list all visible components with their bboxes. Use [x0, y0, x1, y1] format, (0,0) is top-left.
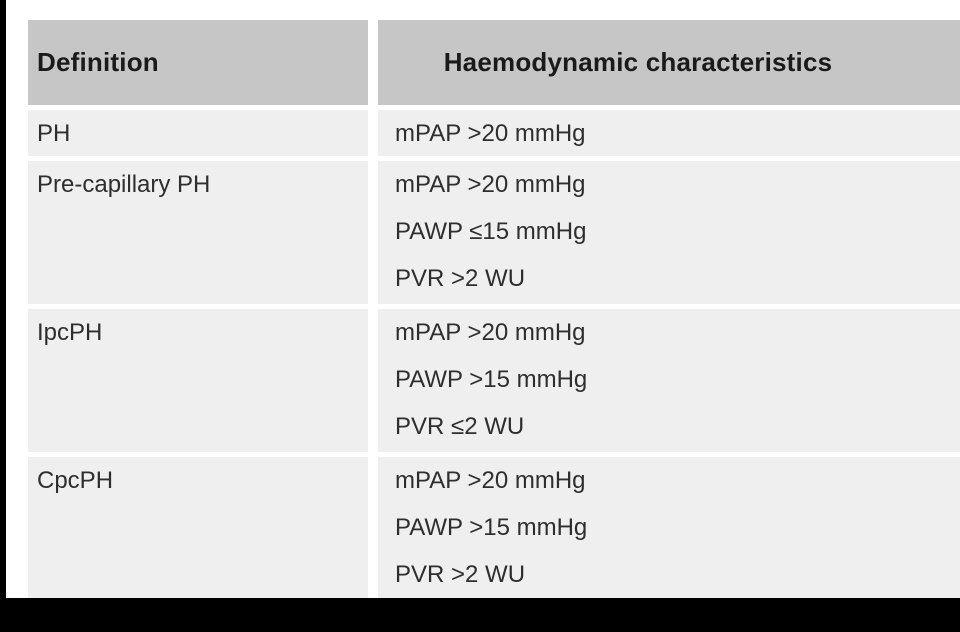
criterion-line: mPAP >20 mmHg	[395, 171, 586, 198]
definition-cell-ph: PH	[28, 110, 368, 156]
characteristics-cell-cpcph: mPAP >20 mmHg PAWP >15 mmHg PVR >2 WU	[378, 457, 960, 598]
column-header-definition: Definition	[28, 20, 368, 105]
criterion-line: PAWP ≤15 mmHg	[395, 218, 587, 245]
column-header-haemodynamic-characteristics: Haemodynamic characteristics	[378, 20, 960, 105]
definition-cell-cpcph: CpcPH	[28, 457, 368, 598]
criterion-line: PVR >2 WU	[395, 265, 526, 292]
criterion-line: PAWP >15 mmHg	[395, 366, 588, 393]
criterion-line: PAWP >15 mmHg	[395, 514, 588, 541]
criterion-line: mPAP >20 mmHg	[395, 467, 586, 494]
characteristics-cell-ipcph: mPAP >20 mmHg PAWP >15 mmHg PVR ≤2 WU	[378, 309, 960, 452]
definition-label: CpcPH	[37, 467, 114, 494]
criterion-line: PVR ≤2 WU	[395, 413, 525, 440]
definition-cell-pre-capillary-ph: Pre-capillary PH	[28, 161, 368, 304]
criterion-line: mPAP >20 mmHg	[395, 319, 586, 346]
characteristics-cell-pre-capillary-ph: mPAP >20 mmHg PAWP ≤15 mmHg PVR >2 WU	[378, 161, 960, 304]
characteristics-cell-ph: mPAP >20 mmHg	[378, 110, 960, 156]
criterion-line: mPAP >20 mmHg	[395, 120, 586, 147]
bottom-black-bar	[0, 598, 960, 632]
definition-label: PH	[37, 120, 71, 147]
criterion-line: PVR >2 WU	[395, 561, 526, 588]
definition-label: IpcPH	[37, 319, 103, 346]
ph-definitions-table: Definition Haemodynamic characteristics …	[28, 20, 960, 598]
definition-cell-ipcph: IpcPH	[28, 309, 368, 452]
definition-label: Pre-capillary PH	[37, 171, 211, 198]
left-black-bar	[0, 0, 6, 632]
